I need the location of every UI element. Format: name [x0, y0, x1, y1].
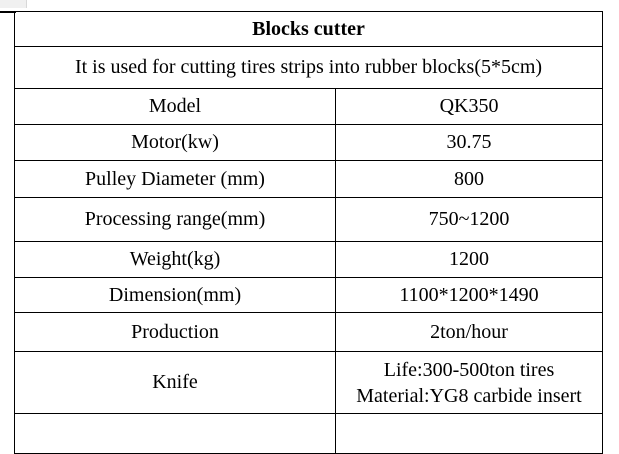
partial-row-value: [334, 413, 604, 454]
knife-life-line: Life:300-500ton tires: [383, 358, 555, 381]
spec-label-pulley-diameter: Pulley Diameter (mm): [14, 160, 336, 198]
spec-label-processing-range: Processing range(mm): [14, 197, 336, 242]
knife-material-line: Material:YG8 carbide insert: [356, 384, 582, 407]
spec-value-dimension: 1100*1200*1490: [334, 277, 604, 313]
spec-label-model: Model: [14, 88, 336, 125]
spec-label-weight: Weight(kg): [14, 241, 336, 278]
spec-value-motor: 30.75: [334, 124, 604, 161]
table-row: Dimension(mm) 1100*1200*1490: [14, 277, 604, 313]
table-row-partial: [14, 413, 604, 454]
table-row: Weight(kg) 1200: [14, 241, 604, 278]
spec-value-model: QK350: [334, 88, 604, 125]
table-title: Blocks cutter: [13, 11, 604, 47]
table-row: Model QK350: [14, 88, 604, 125]
spec-label-knife: Knife: [14, 351, 336, 414]
table-description: It is used for cutting tires strips into…: [13, 46, 604, 89]
page: { "page": { "background": "#ffffff", "bo…: [0, 0, 604, 454]
table-row: Processing range(mm) 750~1200: [14, 197, 604, 242]
spec-label-dimension: Dimension(mm): [14, 277, 336, 313]
spec-value-weight: 1200: [334, 241, 604, 278]
cropped-artifact: [0, 0, 27, 8]
partial-row-label: [14, 413, 336, 454]
spec-value-production: 2ton/hour: [334, 312, 604, 352]
table-row: Motor(kw) 30.75: [14, 124, 604, 161]
table-top-border-extension: [0, 11, 16, 13]
spec-value-knife: Life:300-500ton tires Material:YG8 carbi…: [334, 351, 604, 414]
table-row: Knife Life:300-500ton tires Material:YG8…: [14, 351, 604, 414]
table-row-description: It is used for cutting tires strips into…: [13, 46, 604, 89]
spec-label-motor: Motor(kw): [14, 124, 336, 161]
table-row: Pulley Diameter (mm) 800: [14, 160, 604, 198]
spec-label-production: Production: [14, 312, 336, 352]
table-row: Production 2ton/hour: [14, 312, 604, 352]
spec-table: Blocks cutter It is used for cutting tir…: [13, 11, 604, 454]
table-row-title: Blocks cutter: [13, 11, 604, 47]
spec-value-pulley-diameter: 800: [334, 160, 604, 198]
spec-value-processing-range: 750~1200: [334, 197, 604, 242]
